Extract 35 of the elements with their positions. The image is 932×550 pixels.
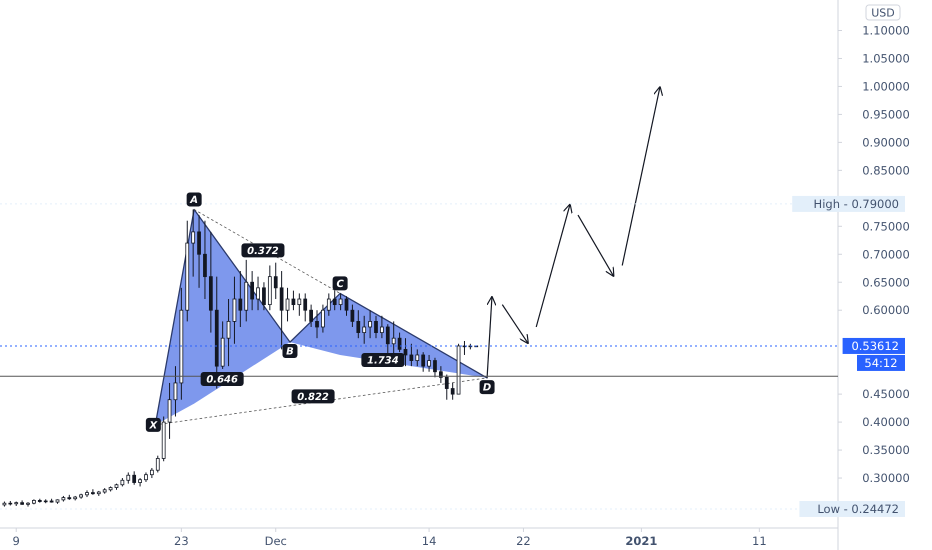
- text: 54:12: [864, 356, 898, 370]
- x-tick-label: 9: [12, 534, 20, 548]
- ref-line-label: 0.53612: [851, 338, 899, 353]
- ref-line-label: Low - 0.24472: [817, 502, 899, 516]
- y-tick-label: 0.70000: [862, 247, 910, 262]
- y-tick-label: 0.85000: [862, 163, 910, 178]
- y-tick-label: 1.10000: [862, 24, 910, 38]
- y-tick-label: 0.30000: [862, 471, 910, 486]
- y-tick-label: 0.95000: [862, 107, 910, 122]
- x-tick-label: Dec: [264, 534, 287, 548]
- x-tick-label: 11: [752, 534, 767, 548]
- ref-line-label: High - 0.79000: [814, 196, 899, 211]
- y-tick-label: 0.65000: [862, 275, 910, 290]
- x-tick-label: 23: [174, 534, 189, 548]
- annotation: 0.372: [247, 246, 279, 257]
- annotation: C: [336, 278, 344, 290]
- annotation: B: [286, 346, 294, 358]
- annotation: A: [189, 194, 198, 206]
- x-tick-label: 14: [422, 534, 436, 548]
- y-tick-label: 0.60000: [862, 303, 910, 318]
- x-tick-label: 22: [516, 534, 531, 548]
- x-tick-label: 2021: [625, 534, 658, 548]
- y-tick-label: 1.00000: [862, 79, 910, 94]
- y-tick-label: 1.05000: [862, 51, 910, 66]
- annotation: D: [482, 382, 492, 394]
- y-tick-label: 0.75000: [862, 219, 910, 234]
- annotation: 1.734: [367, 356, 399, 366]
- y-tick-label: 0.90000: [862, 135, 910, 150]
- annotation: 0.646: [206, 374, 238, 386]
- annotation: 0.822: [297, 392, 329, 403]
- annotation: X: [148, 420, 158, 432]
- y-tick-label: 0.40000: [862, 415, 910, 430]
- y-tick-label: 0.45000: [862, 387, 910, 402]
- text: USD: [871, 6, 895, 20]
- y-tick-label: 0.35000: [862, 443, 910, 458]
